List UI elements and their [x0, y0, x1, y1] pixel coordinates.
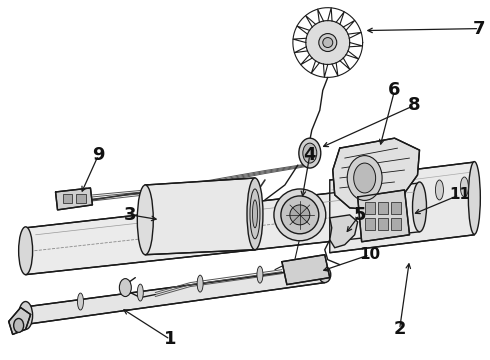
- Ellipse shape: [354, 163, 376, 193]
- Ellipse shape: [413, 182, 426, 232]
- Polygon shape: [306, 21, 350, 64]
- Ellipse shape: [436, 180, 443, 200]
- Text: 10: 10: [359, 247, 380, 262]
- Text: 5: 5: [353, 206, 366, 224]
- Polygon shape: [145, 178, 255, 255]
- Ellipse shape: [347, 156, 382, 201]
- Bar: [378, 202, 388, 214]
- Bar: [63, 194, 73, 203]
- Polygon shape: [282, 255, 330, 285]
- Ellipse shape: [307, 261, 313, 278]
- Ellipse shape: [19, 227, 33, 275]
- Ellipse shape: [461, 177, 468, 197]
- Text: 6: 6: [388, 81, 401, 99]
- Ellipse shape: [257, 266, 263, 283]
- Ellipse shape: [137, 185, 153, 255]
- Ellipse shape: [319, 33, 337, 51]
- Polygon shape: [55, 188, 93, 210]
- Ellipse shape: [323, 37, 333, 48]
- Polygon shape: [21, 268, 325, 324]
- Polygon shape: [330, 215, 358, 248]
- Ellipse shape: [137, 284, 143, 301]
- Ellipse shape: [247, 178, 263, 250]
- Ellipse shape: [319, 267, 331, 283]
- Text: 3: 3: [124, 206, 137, 224]
- Ellipse shape: [250, 189, 260, 239]
- Bar: [365, 218, 375, 230]
- Bar: [391, 218, 400, 230]
- Ellipse shape: [303, 143, 317, 163]
- Ellipse shape: [120, 279, 131, 297]
- Ellipse shape: [197, 275, 203, 292]
- Bar: [76, 194, 86, 203]
- Polygon shape: [9, 307, 30, 334]
- Bar: [365, 202, 375, 214]
- Ellipse shape: [366, 188, 374, 208]
- Ellipse shape: [299, 138, 321, 168]
- Bar: [391, 202, 400, 214]
- Text: 11: 11: [449, 188, 470, 202]
- Ellipse shape: [77, 293, 83, 310]
- Polygon shape: [358, 190, 410, 242]
- Ellipse shape: [252, 200, 257, 228]
- Ellipse shape: [281, 196, 319, 234]
- Text: 8: 8: [408, 96, 421, 114]
- Ellipse shape: [395, 184, 404, 204]
- Polygon shape: [25, 183, 419, 275]
- Text: 4: 4: [304, 146, 316, 164]
- Ellipse shape: [19, 302, 33, 329]
- Ellipse shape: [274, 189, 326, 241]
- Text: 7: 7: [473, 19, 486, 37]
- Text: 9: 9: [92, 146, 105, 164]
- Bar: [378, 218, 388, 230]
- Text: 2: 2: [393, 320, 406, 338]
- Polygon shape: [333, 138, 419, 210]
- Ellipse shape: [14, 319, 24, 332]
- Ellipse shape: [468, 162, 480, 234]
- Polygon shape: [330, 162, 474, 253]
- Ellipse shape: [290, 205, 310, 225]
- Text: 1: 1: [164, 330, 176, 348]
